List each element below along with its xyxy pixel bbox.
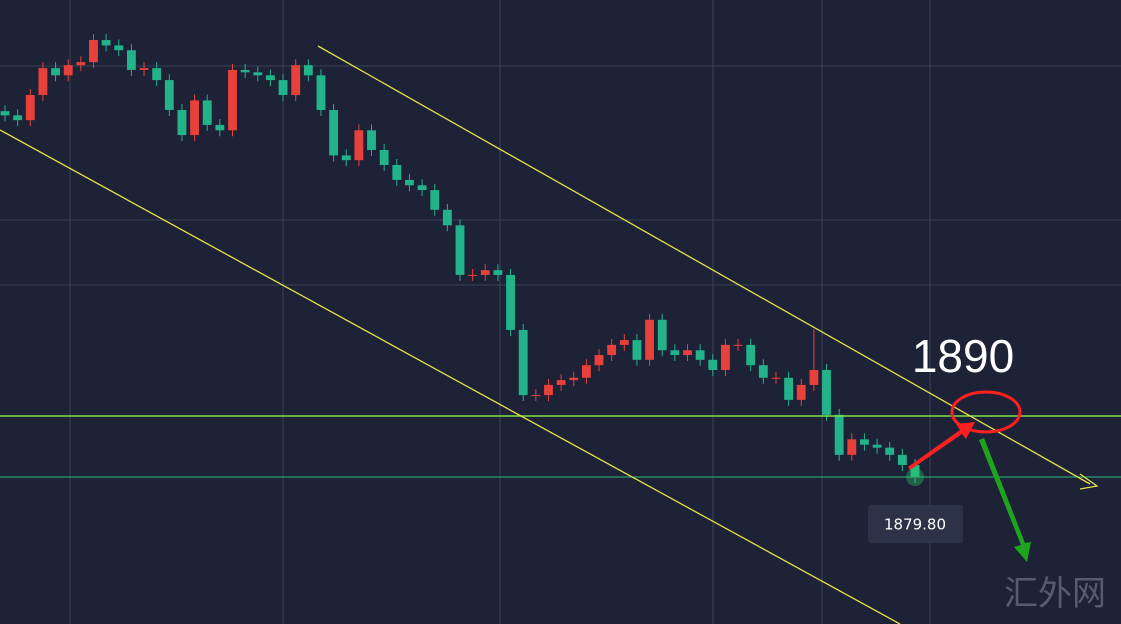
candle-body: [594, 355, 604, 366]
watermark: 汇外网: [1004, 574, 1106, 614]
candle-body: [329, 109, 339, 156]
candle-body: [531, 395, 541, 397]
candle-body: [367, 130, 376, 151]
candle-body: [341, 155, 351, 161]
candle-body: [708, 359, 718, 370]
candle-body: [76, 62, 86, 66]
candle-body: [758, 365, 768, 378]
candle-body: [215, 124, 225, 131]
candle-body: [834, 414, 844, 455]
candle-body: [493, 270, 503, 275]
candle-body: [784, 377, 794, 400]
candle-body: [177, 109, 187, 136]
candle-body: [657, 319, 667, 351]
candle-body: [506, 274, 515, 330]
last-glow: [906, 468, 924, 486]
candle-body: [480, 270, 490, 275]
candle-body: [89, 40, 98, 63]
candle-body: [581, 365, 591, 378]
red-arrow: [908, 422, 975, 470]
candle-body: [25, 95, 35, 121]
arrow-head: [1079, 473, 1099, 490]
candle-body: [442, 209, 452, 226]
candle-body: [455, 225, 465, 275]
candle-body: [746, 344, 756, 366]
green-arrow: [979, 438, 1031, 562]
candle-body: [417, 185, 427, 191]
channel-upper: [317, 45, 1091, 485]
candle-body: [265, 75, 275, 81]
candle-body: [38, 68, 48, 96]
candle-body: [809, 369, 819, 385]
candle-body: [126, 50, 136, 70]
candle-body: [822, 369, 831, 415]
candle-body: [303, 65, 313, 76]
candle-body: [202, 100, 212, 125]
candle-body: [468, 274, 478, 276]
candle-body: [278, 80, 288, 96]
candle-body: [379, 150, 389, 165]
candle-body: [885, 447, 895, 455]
candle-body: [51, 68, 60, 76]
candle-body: [910, 465, 920, 477]
candle-body: [405, 179, 414, 186]
channel-lower: [0, 129, 901, 624]
candle-body: [556, 380, 566, 385]
price-tag-label: 1879.80: [884, 516, 946, 534]
candle-body: [63, 65, 73, 76]
candle-body: [164, 80, 174, 110]
candle-body: [316, 75, 326, 110]
candle-body: [392, 164, 402, 180]
price-lines: [0, 415, 1121, 478]
candle-body: [240, 69, 250, 73]
candle-body: [430, 190, 440, 210]
candle-body: [569, 377, 579, 381]
candle-body: [607, 344, 617, 356]
candle-body: [101, 40, 111, 46]
candle-body: [771, 377, 781, 379]
candle-body: [733, 344, 743, 346]
candle-body: [872, 444, 882, 448]
candle-body: [796, 384, 806, 400]
annotation: 1890: [912, 330, 1014, 382]
candle-body: [228, 69, 237, 131]
candle-body: [897, 454, 907, 466]
candle-body: [13, 115, 23, 121]
candle-body: [683, 350, 692, 356]
candle-body: [632, 340, 642, 360]
candle-body: [860, 439, 869, 445]
candle-body: [619, 340, 629, 345]
candle-body: [645, 319, 655, 360]
candle-body: [695, 350, 705, 360]
highlight-ellipse: [950, 390, 1022, 434]
candle-body: [847, 439, 857, 455]
candle-body: [114, 45, 124, 51]
price-tag: [868, 505, 963, 543]
candle-body: [720, 344, 730, 370]
candle-body: [190, 100, 200, 136]
candle-body: [544, 384, 553, 396]
candle-body: [139, 68, 149, 70]
candle-body: [518, 329, 528, 396]
candles: [0, 34, 920, 483]
candle-body: [354, 130, 364, 161]
candle-body: [152, 68, 162, 81]
candle-body: [291, 65, 301, 96]
candle-body: [670, 350, 680, 356]
candle-body: [253, 72, 263, 76]
candle-body: [0, 111, 10, 116]
